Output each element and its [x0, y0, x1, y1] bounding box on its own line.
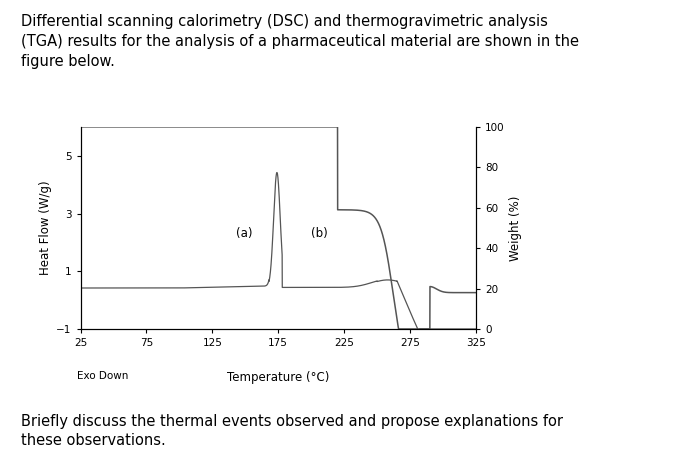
Text: (b): (b) — [312, 227, 328, 240]
Text: Differential scanning calorimetry (DSC) and thermogravimetric analysis
(TGA) res: Differential scanning calorimetry (DSC) … — [21, 14, 579, 69]
Y-axis label: Heat Flow (W/g): Heat Flow (W/g) — [39, 180, 52, 275]
Y-axis label: Weight (%): Weight (%) — [509, 195, 522, 261]
Text: Briefly discuss the thermal events observed and propose explanations for
these o: Briefly discuss the thermal events obser… — [21, 414, 563, 448]
Text: Exo Down: Exo Down — [77, 371, 128, 381]
Text: Temperature (°C): Temperature (°C) — [227, 371, 330, 384]
Text: (a): (a) — [236, 227, 253, 240]
